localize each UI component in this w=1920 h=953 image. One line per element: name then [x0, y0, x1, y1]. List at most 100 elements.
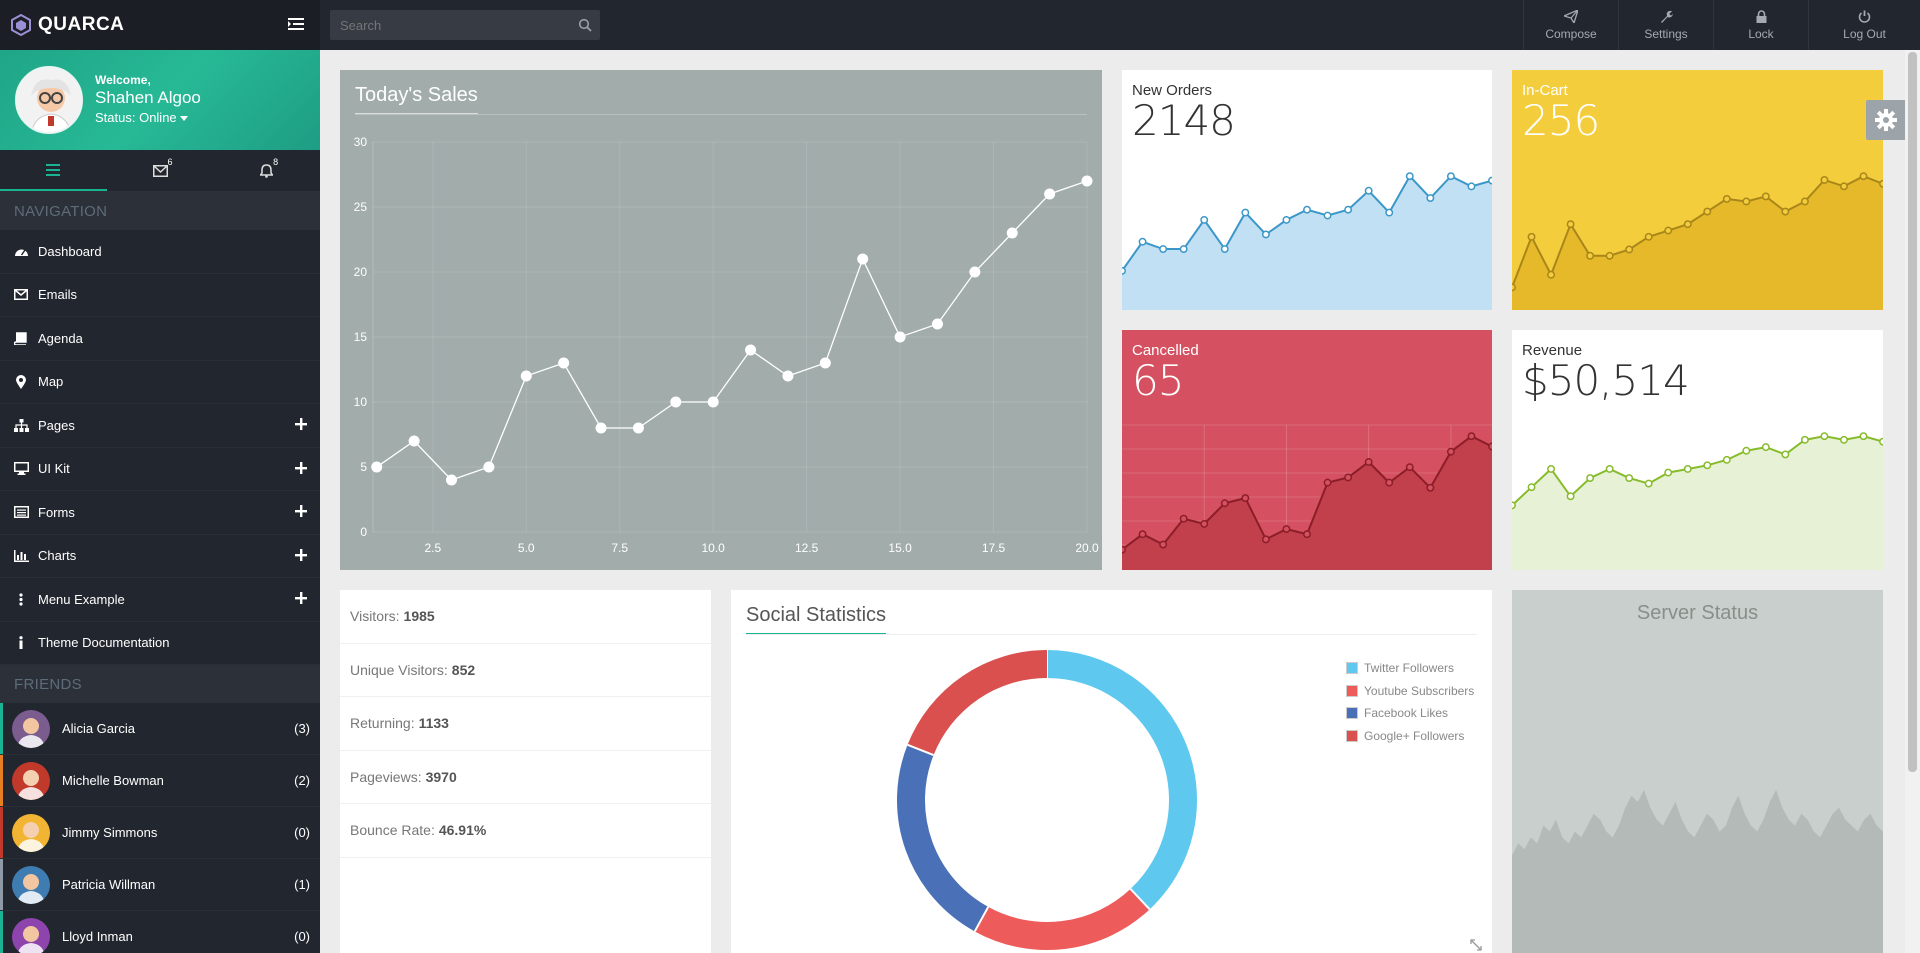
sparkline-point[interactable] — [1859, 172, 1868, 181]
sparkline-point[interactable] — [1761, 443, 1770, 452]
sparkline-point[interactable] — [1859, 432, 1868, 441]
plus-icon[interactable] — [295, 461, 307, 474]
sparkline-point[interactable] — [1742, 197, 1751, 206]
sparkline-point[interactable] — [1781, 450, 1790, 459]
sparkline-point[interactable] — [1683, 465, 1692, 473]
lock-button[interactable]: Lock — [1713, 0, 1808, 50]
sparkline-point[interactable] — [1742, 446, 1751, 455]
sparkline-point[interactable] — [1241, 494, 1250, 503]
plus-icon[interactable] — [295, 592, 307, 604]
status-dropdown[interactable]: Status: Online — [95, 110, 201, 126]
sparkline-point[interactable] — [1467, 182, 1476, 191]
sparkline-point[interactable] — [1344, 473, 1353, 482]
donut-slice[interactable] — [1046, 650, 1197, 910]
sparkline-point[interactable] — [1586, 474, 1595, 483]
sparkline-point[interactable] — [1385, 478, 1394, 487]
nav-item-forms[interactable]: Forms — [0, 491, 320, 535]
sales-data-point[interactable] — [819, 357, 831, 369]
sparkline-point[interactable] — [1446, 447, 1455, 456]
sparkline-point[interactable] — [1364, 186, 1373, 195]
sales-data-point[interactable] — [745, 344, 757, 356]
sparkline-point[interactable] — [1683, 220, 1692, 229]
tab-messages[interactable]: 6 — [107, 150, 214, 191]
sparkline-point[interactable] — [1547, 465, 1556, 473]
sparkline-point[interactable] — [1879, 437, 1883, 446]
sales-data-point[interactable] — [1006, 227, 1018, 239]
sparkline-point[interactable] — [1426, 483, 1435, 492]
sales-data-point[interactable] — [894, 331, 906, 343]
friend-item[interactable]: Michelle Bowman (2) — [0, 755, 320, 807]
sparkline-point[interactable] — [1722, 194, 1731, 203]
nav-item-ui-kit[interactable]: UI Kit — [0, 448, 320, 491]
sparkline-point[interactable] — [1323, 478, 1332, 487]
sparkline-point[interactable] — [1220, 245, 1229, 253]
scrollbar-thumb[interactable] — [1908, 52, 1917, 772]
sparkline-point[interactable] — [1138, 530, 1147, 539]
sales-data-point[interactable] — [1044, 188, 1056, 200]
friend-item[interactable]: Lloyd Inman (0) — [0, 911, 320, 953]
sparkline-point[interactable] — [1282, 215, 1291, 224]
sparkline-point[interactable] — [1586, 251, 1595, 260]
sparkline-point[interactable] — [1122, 266, 1126, 275]
sparkline-point[interactable] — [1512, 283, 1516, 292]
sparkline-point[interactable] — [1122, 545, 1126, 554]
sparkline-point[interactable] — [1625, 245, 1634, 254]
sparkline-point[interactable] — [1426, 194, 1435, 202]
sparkline-point[interactable] — [1879, 179, 1883, 188]
theme-settings-button[interactable] — [1866, 100, 1906, 140]
sparkline-point[interactable] — [1781, 207, 1790, 216]
sparkline-point[interactable] — [1664, 468, 1673, 477]
nav-item-theme-documentation[interactable]: Theme Documentation — [0, 622, 320, 665]
friend-item[interactable]: Jimmy Simmons (0) — [0, 807, 320, 859]
sparkline-point[interactable] — [1644, 232, 1653, 241]
sparkline-point[interactable] — [1344, 205, 1353, 214]
sparkline-point[interactable] — [1839, 435, 1848, 444]
sparkline-point[interactable] — [1605, 465, 1614, 473]
sparkline-point[interactable] — [1820, 432, 1829, 441]
sales-data-point[interactable] — [670, 396, 682, 408]
sparkline-point[interactable] — [1527, 483, 1536, 492]
sparkline-point[interactable] — [1282, 525, 1291, 533]
sparkline-point[interactable] — [1644, 479, 1653, 488]
sparkline-point[interactable] — [1220, 499, 1229, 508]
sales-data-point[interactable] — [558, 357, 570, 369]
sparkline-point[interactable] — [1839, 182, 1848, 191]
sparkline-point[interactable] — [1385, 208, 1394, 217]
sparkline-point[interactable] — [1241, 208, 1250, 217]
sparkline-point[interactable] — [1159, 245, 1168, 253]
sparkline-point[interactable] — [1446, 172, 1455, 181]
sparkline-point[interactable] — [1488, 176, 1492, 185]
donut-slice[interactable] — [897, 744, 989, 932]
logout-button[interactable]: Log Out — [1808, 0, 1920, 50]
nav-item-menu-example[interactable]: Menu Example — [0, 578, 320, 622]
compose-button[interactable]: Compose — [1523, 0, 1618, 50]
search-input[interactable] — [330, 17, 560, 33]
nav-item-dashboard[interactable]: Dashboard — [0, 230, 320, 274]
sparkline-point[interactable] — [1512, 501, 1516, 510]
sparkline-point[interactable] — [1703, 207, 1712, 216]
search-icon[interactable] — [578, 18, 592, 32]
settings-button[interactable]: Settings — [1618, 0, 1713, 50]
sparkline-point[interactable] — [1138, 237, 1147, 246]
sparkline-point[interactable] — [1722, 455, 1731, 464]
sparkline-point[interactable] — [1566, 492, 1575, 501]
sales-data-point[interactable] — [371, 461, 383, 473]
tab-notifications[interactable]: 8 — [213, 150, 320, 191]
sparkline-point[interactable] — [1261, 230, 1270, 239]
sparkline-point[interactable] — [1303, 205, 1311, 214]
sales-data-point[interactable] — [595, 422, 607, 434]
sales-data-point[interactable] — [408, 435, 420, 447]
sales-data-point[interactable] — [446, 474, 458, 486]
sparkline-point[interactable] — [1323, 211, 1332, 220]
sales-data-point[interactable] — [931, 318, 943, 330]
sidebar-toggle-icon[interactable] — [288, 16, 304, 32]
sparkline-point[interactable] — [1800, 435, 1809, 444]
sparkline-point[interactable] — [1703, 461, 1712, 470]
sales-data-point[interactable] — [632, 422, 644, 434]
sparkline-point[interactable] — [1179, 245, 1188, 253]
sparkline-point[interactable] — [1200, 215, 1209, 224]
sparkline-point[interactable] — [1527, 232, 1536, 241]
nav-item-agenda[interactable]: Agenda — [0, 317, 320, 361]
donut-slice[interactable] — [974, 888, 1150, 950]
sales-data-point[interactable] — [483, 461, 495, 473]
